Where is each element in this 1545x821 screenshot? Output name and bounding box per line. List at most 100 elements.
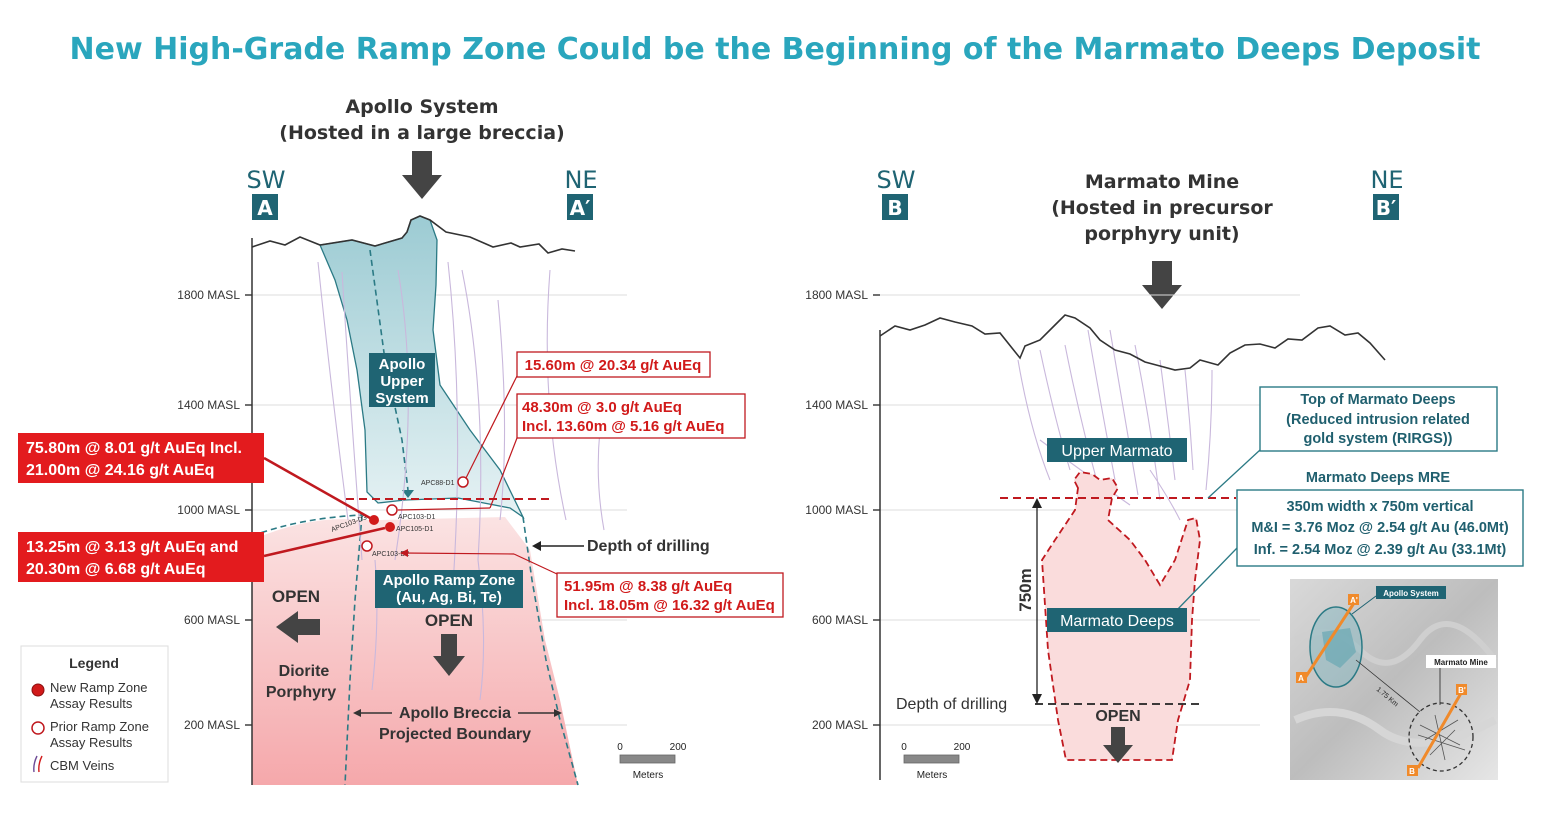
assay-box-1-text: 15.60m @ 20.34 g/t AuEq (525, 357, 702, 374)
right-axis-tick-1000: 1000 MASL (805, 503, 868, 517)
inset-b: B (1409, 767, 1415, 776)
inset-map: 1.75 Km Apollo System Marmato Mine A A' … (1290, 579, 1498, 780)
scale-left-meters: Meters (633, 770, 664, 781)
assay-box-1 (516, 351, 711, 378)
legend-veins: CBM Veins (50, 758, 115, 773)
open-label-down: OPEN (425, 611, 473, 630)
upper-system-label-2: Upper (380, 373, 424, 390)
ramp-zone-label-2: (Au, Ag, Bi, Te) (396, 589, 502, 606)
right-axis-tick-1800: 1800 MASL (805, 288, 868, 302)
inset-b-prime: B' (1458, 686, 1466, 695)
top-deeps-line2: (Reduced intrusion related (1286, 412, 1470, 428)
right-section: Marmato Mine (Hosted in precursor porphy… (805, 166, 1524, 781)
mre-line3: Inf. = 2.54 Moz @ 2.39 g/t Au (33.1Mt) (1254, 542, 1507, 558)
marmato-header-2: (Hosted in precursor (1051, 197, 1273, 219)
breccia-label-2: Projected Boundary (379, 726, 531, 743)
legend-new-2: Assay Results (50, 696, 133, 711)
vertical-extent-arrow (1032, 498, 1042, 704)
marmato-header-1: Marmato Mine (1085, 171, 1239, 193)
topography-left (251, 215, 576, 254)
legend-prior-2: Assay Results (50, 735, 133, 750)
left-axis-tick-1400: 1400 MASL (177, 398, 240, 412)
upper-system-label-box (369, 353, 435, 407)
hole-apc103-d1 (386, 504, 398, 516)
deeps-label: Marmato Deeps (1060, 613, 1174, 630)
b-prime-marker (1373, 194, 1399, 220)
apollo-header-1: Apollo System (345, 96, 498, 118)
assay-box-3 (18, 433, 264, 483)
ramp-zone-label-box (375, 570, 523, 608)
inset-section-a (1303, 599, 1358, 679)
hole-apc103-d2 (361, 540, 373, 552)
open-label-right: OPEN (1095, 708, 1140, 725)
left-section: Apollo System (Hosted in a large breccia… (18, 96, 784, 786)
assay-box-3-line2: 21.00m @ 24.16 g/t AuEq (26, 462, 214, 479)
hole-apc105-d1 (385, 522, 395, 532)
depth-drilling-right: Depth of drilling (896, 696, 1007, 713)
inset-a-prime: A' (1350, 596, 1358, 605)
breccia-boundary-left (344, 514, 363, 786)
assay-box-2-line1: 48.30m @ 3.0 g/t AuEq (522, 399, 682, 416)
apollo-header-2: (Hosted in a large breccia) (279, 122, 564, 144)
mre-line1: 350m width x 750m vertical (1287, 499, 1474, 515)
upper-marmato-label-box (1047, 438, 1187, 462)
depth-drilling-left: Depth of drilling (587, 538, 710, 555)
legend-vein-icon (33, 755, 43, 773)
top-deeps-box (1259, 386, 1498, 452)
inset-marmato-ellipse (1408, 702, 1474, 772)
hole-apc103-d3 (369, 515, 379, 525)
left-axis-tick-1800: 1800 MASL (177, 288, 240, 302)
assay-box-4 (18, 532, 264, 582)
left-axis-tick-1000: 1000 MASL (177, 503, 240, 517)
down-arrow-icon (402, 151, 442, 199)
legend-new-1: New Ramp Zone (50, 680, 148, 695)
left-arrow-icon (276, 611, 320, 643)
scale-right-200: 200 (954, 742, 971, 753)
top-deeps-line3: gold system (RIRGS)) (1303, 431, 1452, 447)
inset-section-b (1416, 687, 1466, 769)
top-deeps-line1: Top of Marmato Deeps (1300, 392, 1455, 408)
inset-apollo-label: Apollo System (1383, 589, 1439, 598)
vertical-750m: 750m (1016, 568, 1035, 611)
drill-trace-head (402, 490, 414, 498)
assay-box-4-line2: 20.30m @ 6.68 g/t AuEq (26, 561, 206, 578)
mre-title: Marmato Deeps MRE (1306, 470, 1451, 486)
b-marker (882, 194, 908, 220)
legend-new-marker (31, 683, 45, 697)
breccia-label-1: Apollo Breccia (399, 705, 511, 722)
hole-label-apc105-d1: APC105-D1 (396, 526, 433, 533)
upper-system-label-1: Apollo (379, 356, 426, 373)
b-label: B (887, 196, 902, 220)
mre-line2: M&I = 3.76 Moz @ 2.54 g/t Au (46.0Mt) (1251, 520, 1509, 536)
assay-box-5-line1: 51.95m @ 8.38 g/t AuEq (564, 578, 732, 595)
sw-label-right: SW (877, 166, 916, 194)
ramp-zone-label-1: Apollo Ramp Zone (383, 572, 516, 589)
right-axis-tick-200: 200 MASL (812, 718, 868, 732)
hole-apc88-d1 (457, 476, 469, 488)
left-axis-tick-600: 600 MASL (184, 613, 240, 627)
scale-left-200: 200 (670, 742, 687, 753)
legend-prior-1: Prior Ramp Zone (50, 719, 149, 734)
hole-label-apc103-d1: APC103-D1 (398, 514, 435, 521)
scale-right-meters: Meters (917, 770, 948, 781)
b-prime-label: B′ (1376, 196, 1397, 220)
left-axis-tick-200: 200 MASL (184, 718, 240, 732)
scale-bar-left: 0 200 Meters (617, 742, 687, 781)
ne-label-left: NE (564, 166, 597, 194)
topography-right (879, 314, 1386, 371)
inset-marmato-label: Marmato Mine (1434, 658, 1488, 667)
right-axis-tick-600: 600 MASL (812, 613, 868, 627)
legend: Legend New Ramp Zone Assay Results Prior… (20, 645, 169, 783)
marmato-header-3: porphyry unit) (1084, 223, 1239, 245)
down-arrow-marmato-icon (1142, 261, 1182, 309)
hole-label-apc88-d1: APC88-D1 (421, 480, 455, 487)
right-axis-tick-1400: 1400 MASL (805, 398, 868, 412)
scale-right-0: 0 (901, 742, 907, 753)
ne-label-right: NE (1370, 166, 1403, 194)
breccia-boundary-right (522, 516, 579, 786)
mre-box (1236, 489, 1524, 567)
diorite-label-1: Diorite (279, 663, 330, 680)
open-label-west: OPEN (272, 587, 320, 606)
down-arrow-open-icon (433, 634, 465, 676)
